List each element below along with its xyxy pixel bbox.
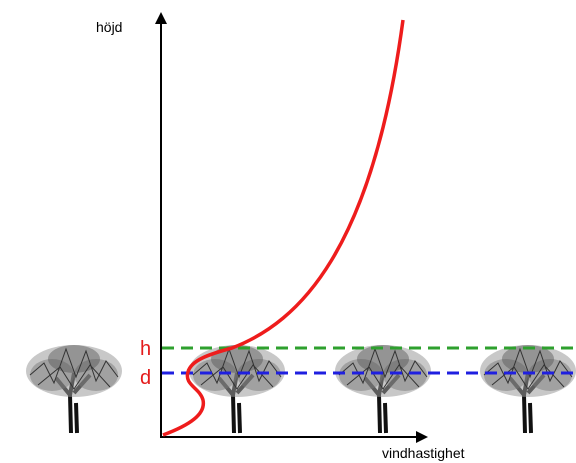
tree [335,345,431,433]
tree [480,345,576,433]
h-label: h [140,338,151,360]
page: {"axes": {"y_label": "höjd", "x_label": … [0,0,576,463]
x-axis-arrow [416,431,428,443]
y-axis-label: höjd [96,19,122,35]
d-label: d [140,367,151,389]
wind-profile-diagram: höjd vindhastighet h d [0,0,576,463]
tree [26,345,122,433]
x-axis-label: vindhastighet [382,445,465,461]
y-axis-arrow [155,12,167,24]
trees [26,345,576,433]
